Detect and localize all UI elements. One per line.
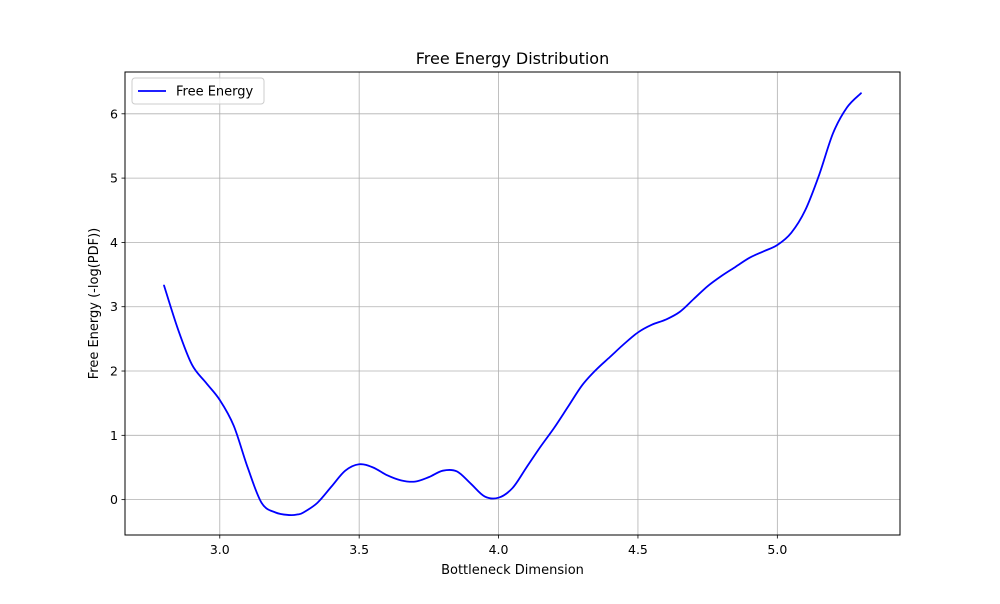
y-tick-label: 4 xyxy=(110,235,118,250)
y-tick-label: 1 xyxy=(110,428,118,443)
x-tick-label: 5.0 xyxy=(767,542,787,557)
legend-box xyxy=(131,77,265,105)
y-tick-label: 3 xyxy=(110,299,118,314)
series-line-free-energy xyxy=(163,92,862,517)
x-axis-label: Bottleneck Dimension xyxy=(441,563,584,578)
x-tick-label: 3.0 xyxy=(210,542,230,557)
legend-label-free-energy: Free Energy xyxy=(176,85,254,100)
legend: Free Energy xyxy=(131,77,265,105)
x-tick-label: 4.0 xyxy=(489,542,509,557)
y-axis-label: Free Energy (-log(PDF)) xyxy=(87,228,102,380)
y-tick-label: 6 xyxy=(110,106,118,121)
x-tick-label: 4.5 xyxy=(628,542,648,557)
tick-layer: 3.0 3.5 4.0 4.5 5.0 0 1 2 3 4 5 6 xyxy=(110,106,787,557)
chart-title: Free Energy Distribution xyxy=(416,49,609,68)
y-tick-label: 5 xyxy=(110,171,118,186)
grid-layer xyxy=(125,72,900,535)
y-tick-label: 0 xyxy=(110,492,118,507)
axes-frame xyxy=(124,71,901,536)
y-tick-label: 2 xyxy=(110,364,118,379)
x-tick-label: 3.5 xyxy=(349,542,369,557)
plot-layer xyxy=(163,92,862,517)
